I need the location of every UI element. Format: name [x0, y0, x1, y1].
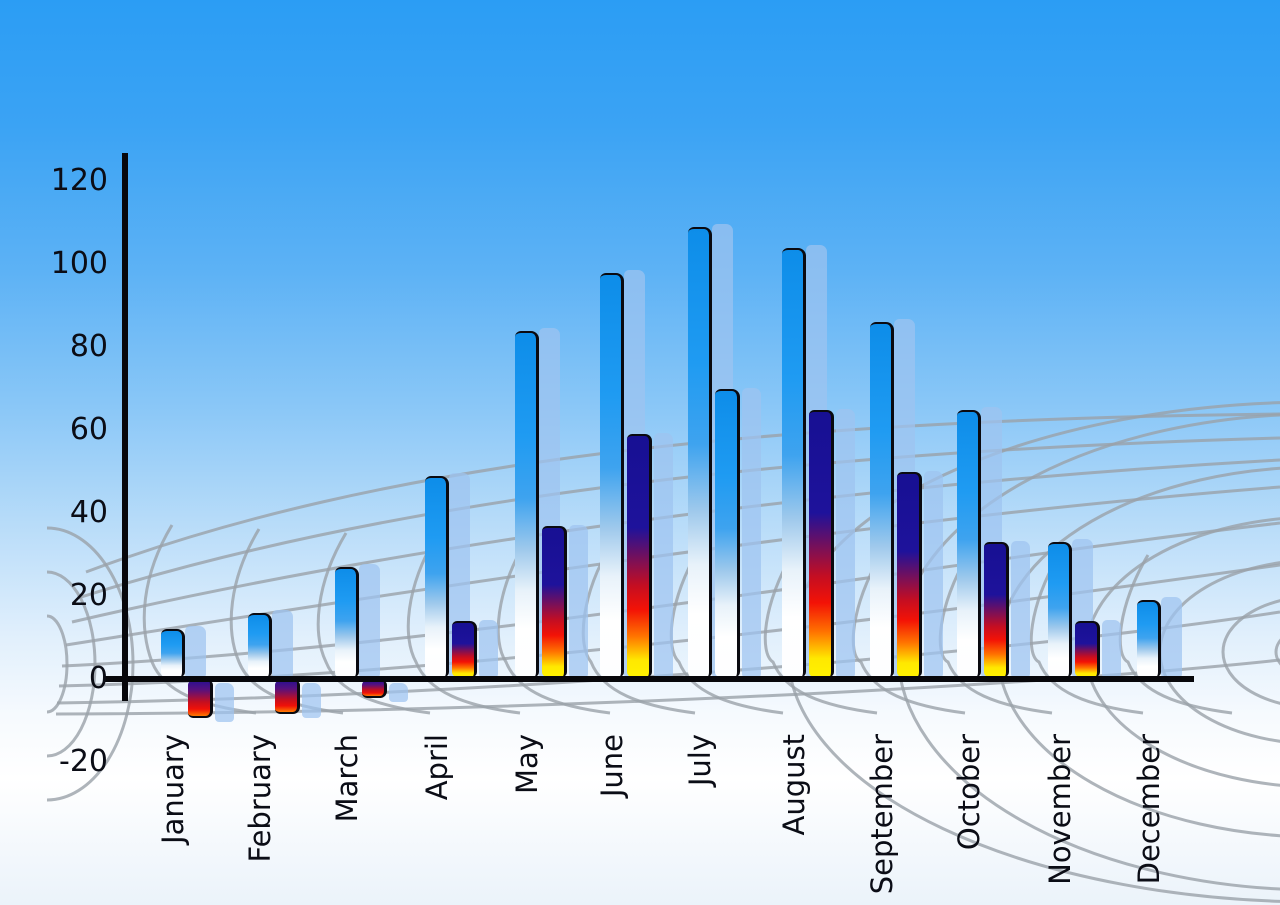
bar-shadow-secondary-march [389, 683, 408, 702]
bar-shadow-secondary-january [215, 683, 234, 723]
y-tick--20: -20 [59, 743, 108, 779]
bar-secondary-may [542, 525, 567, 677]
bar-shadow-primary-january [185, 626, 206, 678]
bar-shadow-secondary-september [924, 470, 943, 678]
bar-primary-november [1048, 542, 1072, 677]
x-label-february: February [243, 734, 277, 863]
x-label-may: May [510, 734, 544, 794]
bar-primary-february [248, 612, 272, 677]
x-label-march: March [330, 734, 364, 823]
bar-secondary-august [809, 409, 834, 677]
bar-shadow-secondary-october [1011, 541, 1030, 678]
x-label-december: December [1132, 734, 1166, 885]
y-tick-40: 40 [69, 495, 108, 531]
y-tick-0: 0 [88, 661, 108, 696]
bar-primary-march [335, 567, 359, 677]
bar-shadow-secondary-may [569, 524, 588, 678]
x-label-july: July [683, 734, 717, 787]
x-label-november: November [1043, 734, 1077, 885]
bar-primary-may [515, 330, 539, 677]
bar-shadow-primary-february [272, 609, 293, 678]
bar-secondary-january [188, 681, 213, 719]
bar-secondary-october [984, 542, 1009, 677]
x-label-september: September [865, 734, 899, 895]
bar-primary-december [1137, 600, 1161, 677]
x-label-october: October [952, 734, 986, 851]
bar-primary-july [688, 227, 712, 677]
bar-secondary-february [275, 681, 300, 715]
y-tick-60: 60 [69, 412, 108, 448]
y-tick-100: 100 [50, 246, 108, 282]
bar-primary-june [600, 272, 624, 677]
y-tick-20: 20 [69, 578, 108, 614]
bar-secondary-april [452, 620, 477, 677]
y-tick-80: 80 [69, 329, 108, 365]
bar-secondary-march [362, 681, 387, 698]
bar-shadow-secondary-august [836, 408, 855, 678]
bar-shadow-secondary-july [742, 387, 761, 678]
bar-primary-september [870, 322, 894, 677]
bar-shadow-secondary-february [302, 683, 321, 719]
bar-shadow-secondary-april [479, 619, 498, 678]
y-axis-line [122, 153, 128, 701]
bar-primary-january [161, 629, 185, 677]
bar-primary-august [782, 247, 806, 677]
bar-shadow-primary-december [1161, 597, 1182, 678]
bar-secondary-september [897, 471, 922, 677]
bar-secondary-july [715, 388, 740, 677]
x-label-june: June [595, 734, 629, 798]
bar-shadow-secondary-june [654, 433, 673, 678]
bar-primary-october [957, 409, 981, 677]
bar-secondary-june [627, 434, 652, 677]
x-label-august: August [777, 734, 811, 836]
x-label-april: April [420, 734, 454, 801]
x-label-january: January [156, 734, 190, 844]
bar-primary-april [425, 475, 449, 677]
bar-shadow-secondary-november [1102, 619, 1121, 678]
bar-secondary-november [1075, 620, 1100, 677]
bar-shadow-primary-march [359, 564, 380, 678]
x-axis-zero-line [104, 676, 1194, 682]
y-tick-120: 120 [50, 163, 108, 199]
